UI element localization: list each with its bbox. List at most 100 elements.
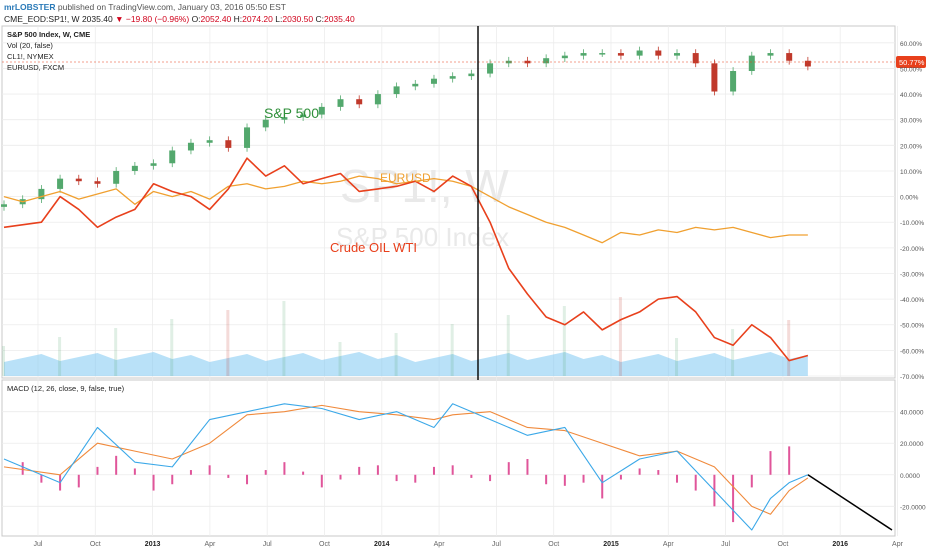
y-tick-label: -20.0000 <box>900 504 926 511</box>
candle[interactable] <box>711 63 718 92</box>
candle[interactable] <box>692 53 699 64</box>
histogram-bar <box>676 474 679 483</box>
candle[interactable] <box>393 86 400 95</box>
candle[interactable] <box>655 50 662 56</box>
histogram-bar <box>395 474 398 482</box>
candle[interactable] <box>786 53 793 61</box>
histogram-bar <box>283 462 286 475</box>
candle[interactable] <box>75 178 82 182</box>
high-label: H: <box>233 14 243 24</box>
candle[interactable] <box>617 53 624 56</box>
histogram-bar <box>189 470 192 475</box>
candle[interactable] <box>430 78 437 84</box>
candle[interactable] <box>1 204 7 207</box>
candle[interactable] <box>767 53 774 56</box>
histogram-bar <box>451 465 454 475</box>
candle[interactable] <box>449 76 456 79</box>
candle[interactable] <box>674 53 681 56</box>
down-arrow-icon: ▼ <box>115 14 124 24</box>
x-tick-label: Oct <box>777 541 788 548</box>
low-value: 2030.50 <box>282 14 314 24</box>
candle[interactable] <box>599 53 606 55</box>
candle[interactable] <box>505 60 512 64</box>
low-label: L: <box>275 14 283 24</box>
candle[interactable] <box>337 99 344 107</box>
candle[interactable] <box>281 117 288 120</box>
volume-bar <box>731 329 735 376</box>
macd-line[interactable] <box>3 403 809 531</box>
candle[interactable] <box>225 140 232 148</box>
open-label: O: <box>191 14 201 24</box>
candle[interactable] <box>374 94 381 105</box>
histogram-bar <box>302 471 305 475</box>
candle[interactable] <box>412 83 419 87</box>
volume-bar <box>2 346 5 376</box>
annotation-sp500[interactable]: S&P 500 <box>264 105 319 121</box>
candle[interactable] <box>318 106 325 115</box>
candle[interactable] <box>730 71 737 92</box>
histogram-bar <box>732 474 735 523</box>
candle[interactable] <box>57 178 64 189</box>
x-tick-label: 2015 <box>603 541 619 548</box>
candle[interactable] <box>262 119 269 128</box>
candle[interactable] <box>580 53 587 56</box>
candle[interactable] <box>543 58 550 64</box>
last-price: 2035.40 <box>81 14 113 24</box>
candle[interactable] <box>244 127 251 148</box>
eurusd-line[interactable] <box>3 175 808 244</box>
volume-bar <box>114 328 118 376</box>
candle[interactable] <box>748 55 755 72</box>
author-link[interactable]: mrLOBSTER <box>4 2 56 12</box>
volume-bar <box>338 342 342 376</box>
candle[interactable] <box>804 60 811 67</box>
histogram-bar <box>96 466 99 475</box>
legend-item[interactable]: CL1!, NYMEX <box>7 52 54 61</box>
candle[interactable] <box>169 150 176 164</box>
x-tick-label: 2014 <box>374 541 390 548</box>
histogram-bar <box>694 474 697 491</box>
candle[interactable] <box>468 73 475 77</box>
x-tick-label: Apr <box>434 541 446 548</box>
candle[interactable] <box>94 181 101 184</box>
candle[interactable] <box>487 63 494 74</box>
candle[interactable] <box>561 55 568 59</box>
x-tick-label: Apr <box>663 541 675 548</box>
y-tick-label: 20.00% <box>900 143 922 150</box>
candle[interactable] <box>131 165 138 171</box>
histogram-bar <box>376 465 379 475</box>
open-value: 2052.40 <box>200 14 232 24</box>
trend-line[interactable] <box>807 474 893 531</box>
candle[interactable] <box>300 114 307 118</box>
published-text: published on TradingView.com, January 03… <box>57 2 286 12</box>
y-tick-label: -10.00% <box>900 220 924 227</box>
histogram-bar <box>657 470 660 475</box>
legend-item[interactable]: Vol (20, false) <box>7 41 53 50</box>
candle[interactable] <box>150 163 157 166</box>
annotation-oil[interactable]: Crude OIL WTI <box>330 240 417 255</box>
y-tick-label: -50.00% <box>900 323 924 330</box>
candle[interactable] <box>113 170 120 184</box>
histogram-bar <box>246 474 249 485</box>
symbol-text: CME_EOD:SP1!, W <box>4 14 80 24</box>
candle[interactable] <box>636 50 643 56</box>
signal-line[interactable] <box>3 404 809 515</box>
candle[interactable] <box>356 99 363 105</box>
x-tick-label: Oct <box>319 541 330 548</box>
x-tick-label: Jul <box>721 541 730 548</box>
histogram-bar <box>339 474 342 480</box>
oil-line[interactable] <box>3 157 809 362</box>
y-tick-label: 40.0000 <box>900 410 924 417</box>
candle[interactable] <box>38 188 45 200</box>
histogram-bar <box>563 474 566 486</box>
legend-item[interactable]: S&P 500 Index, W, CME <box>7 30 90 39</box>
volume-bar <box>226 310 230 376</box>
candle[interactable] <box>187 142 194 151</box>
y-tick-label: -40.00% <box>900 297 924 304</box>
annotation-eurusd[interactable]: EURUSD <box>380 171 431 185</box>
histogram-bar <box>582 474 585 483</box>
close-value: 2035.40 <box>323 14 355 24</box>
candle[interactable] <box>206 140 213 143</box>
current-price-tag-box <box>896 56 926 68</box>
legend-item[interactable]: EURUSD, FXCM <box>7 63 64 72</box>
